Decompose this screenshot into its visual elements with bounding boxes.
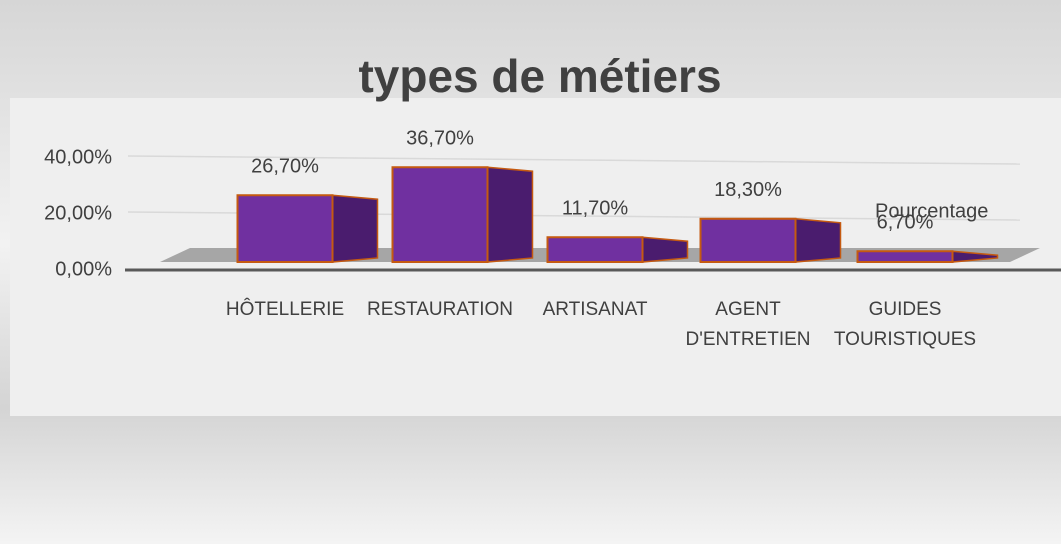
chart-title: types de métiers	[358, 50, 721, 102]
y-tick-label: 40,00%	[44, 146, 112, 168]
x-tick-label: GUIDES TOURISTIQUES	[833, 299, 977, 350]
bar-side	[641, 236, 689, 263]
bar	[856, 250, 954, 264]
x-tick-label: AGENT D'ENTRETIEN	[685, 299, 811, 350]
x-tick-label: RESTAURATION	[366, 299, 514, 320]
y-tick-label: 20,00%	[44, 202, 112, 224]
x-tick-label: HÔTELLERIE	[225, 299, 345, 320]
data-label: 36,70%	[406, 128, 474, 150]
x-tick-label: ARTISANAT	[542, 299, 648, 320]
data-label: 26,70%	[251, 156, 319, 178]
bar	[391, 166, 489, 264]
data-label: 6,70%	[877, 212, 934, 234]
legend-label: Pourcentage	[875, 200, 988, 222]
bar	[699, 217, 797, 263]
grid-line	[127, 155, 1021, 165]
data-label: 11,70%	[562, 198, 629, 220]
bar-side	[794, 217, 842, 263]
bar	[546, 236, 644, 264]
data-label: 18,30%	[714, 179, 782, 201]
bar-side	[331, 194, 379, 263]
bar-side	[486, 166, 534, 263]
bar	[236, 194, 334, 264]
y-tick-label: 0,00%	[55, 258, 112, 280]
